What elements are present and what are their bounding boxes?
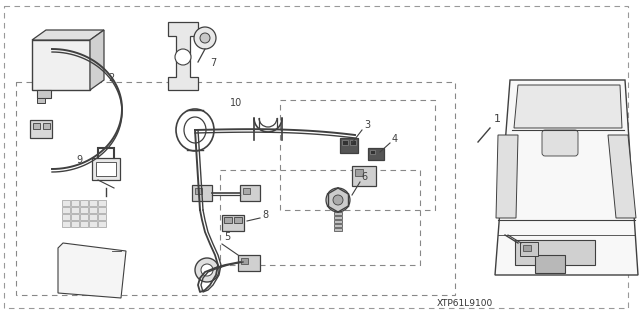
Bar (43, 123, 50, 129)
Bar (80, 200, 88, 206)
Bar (30, 120, 52, 138)
Bar (535, 255, 565, 273)
Bar (62, 214, 70, 220)
Bar (222, 215, 244, 231)
Bar (80, 207, 88, 213)
Bar (89, 221, 97, 227)
Bar (89, 214, 97, 220)
Bar (334, 224, 342, 227)
Bar (192, 185, 212, 201)
FancyBboxPatch shape (542, 130, 578, 156)
Bar (240, 185, 260, 201)
Text: 5: 5 (224, 232, 230, 242)
Polygon shape (608, 135, 636, 218)
Polygon shape (90, 30, 104, 90)
Bar (515, 240, 595, 265)
Text: 4: 4 (392, 134, 398, 144)
Bar (195, 188, 202, 194)
Bar (243, 188, 250, 194)
Bar (80, 221, 88, 227)
Bar (71, 200, 79, 206)
Polygon shape (514, 85, 622, 128)
Bar (71, 214, 79, 220)
Polygon shape (58, 243, 126, 298)
Bar (32, 40, 90, 90)
Bar (352, 166, 376, 186)
Bar (98, 207, 106, 213)
Text: 10: 10 (230, 98, 243, 108)
Bar (98, 221, 106, 227)
Circle shape (195, 258, 219, 282)
Bar (89, 207, 97, 213)
Bar (62, 207, 70, 213)
Circle shape (333, 195, 343, 205)
Bar (238, 255, 260, 271)
Circle shape (175, 49, 191, 65)
Text: XTP61L9100: XTP61L9100 (437, 299, 493, 308)
Text: 9: 9 (76, 155, 82, 165)
Bar (62, 221, 70, 227)
Bar (33, 123, 40, 129)
Bar (37, 98, 45, 103)
Bar (224, 217, 232, 223)
Bar (520, 242, 538, 256)
Circle shape (201, 264, 213, 276)
Bar (89, 200, 97, 206)
Text: 3: 3 (364, 120, 370, 130)
Text: 6: 6 (361, 172, 367, 182)
Circle shape (194, 27, 216, 49)
Bar (334, 212, 342, 215)
Bar (71, 207, 79, 213)
Text: 8: 8 (262, 210, 268, 220)
Bar (62, 200, 70, 206)
Text: 2: 2 (108, 73, 115, 83)
Bar (334, 228, 342, 231)
Bar (334, 220, 342, 223)
Polygon shape (32, 30, 104, 40)
Bar (368, 148, 384, 160)
Bar (340, 138, 358, 153)
Polygon shape (168, 22, 198, 90)
Bar (355, 169, 363, 176)
Bar (92, 158, 120, 180)
Polygon shape (496, 135, 518, 218)
Polygon shape (495, 80, 638, 275)
Circle shape (200, 33, 210, 43)
Bar (37, 90, 51, 98)
Bar (98, 200, 106, 206)
Bar (370, 150, 375, 154)
Bar (71, 221, 79, 227)
Bar (80, 214, 88, 220)
Text: 7: 7 (210, 58, 216, 68)
Bar (523, 245, 531, 251)
Text: 1: 1 (494, 114, 501, 124)
Bar (241, 258, 248, 264)
Bar (342, 140, 348, 145)
Bar (98, 214, 106, 220)
Circle shape (326, 188, 350, 212)
Bar (234, 217, 242, 223)
Bar (350, 140, 356, 145)
Bar (334, 216, 342, 219)
Bar (96, 162, 116, 176)
